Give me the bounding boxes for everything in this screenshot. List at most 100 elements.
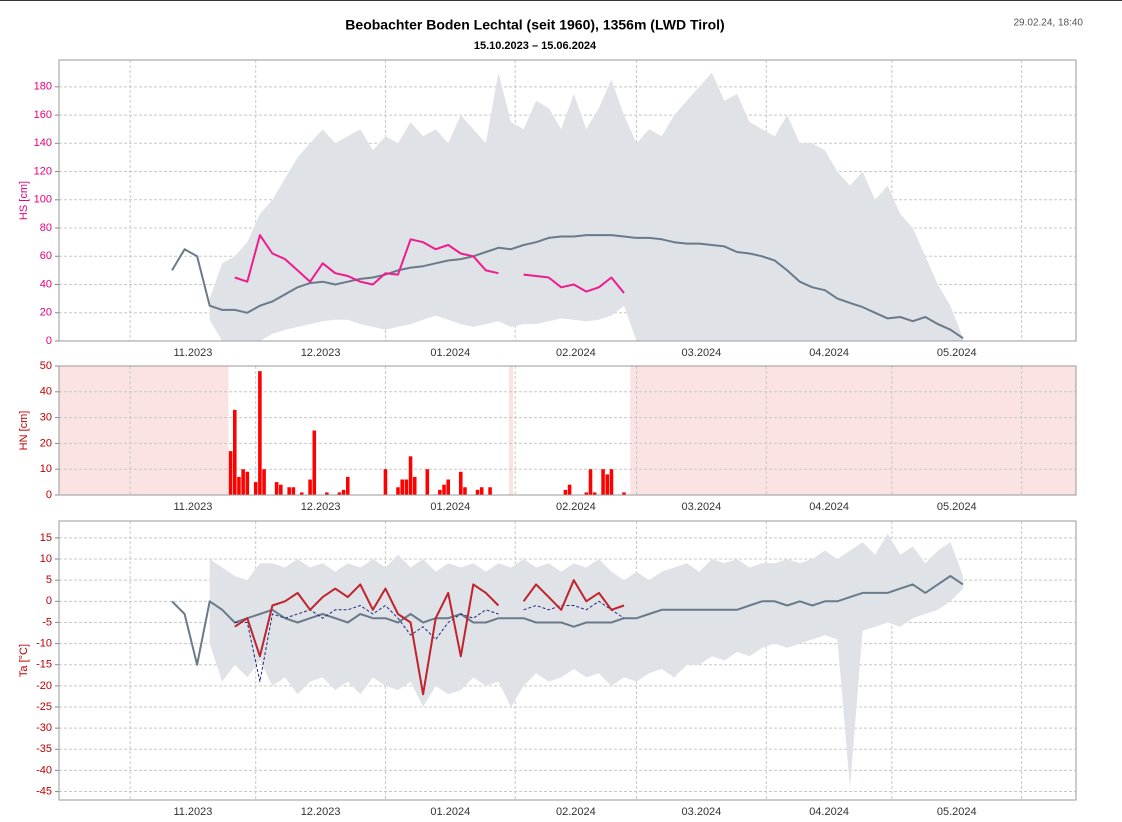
- x-tick-label: 11.2023: [173, 501, 212, 513]
- y-tick-label: 0: [46, 335, 52, 347]
- y-axis-label: Ta [°C]: [18, 644, 30, 677]
- series-line: [171, 575, 964, 666]
- bar: [605, 474, 610, 495]
- y-tick-label: 80: [40, 222, 52, 234]
- y-tick-label: 20: [40, 437, 52, 449]
- y-tick-label: 60: [40, 250, 52, 262]
- y-tick-label: 20: [40, 307, 52, 319]
- bar: [325, 492, 329, 495]
- x-tick-label: 03.2024: [682, 501, 722, 513]
- y-tick-label: -35: [36, 743, 52, 755]
- y-tick-label: 0: [46, 595, 52, 607]
- y-tick-label: 50: [40, 360, 52, 372]
- bar: [412, 476, 417, 495]
- bar: [584, 492, 589, 495]
- x-tick-label: 03.2024: [682, 806, 722, 818]
- x-tick-label: 12.2023: [301, 501, 341, 513]
- x-tick-label: 05.2024: [937, 501, 977, 513]
- no-data-shade: [508, 366, 514, 495]
- y-tick-label: 40: [40, 278, 52, 290]
- bar: [588, 469, 593, 495]
- x-tick-label: 02.2024: [556, 347, 596, 359]
- series-line: [234, 234, 625, 294]
- y-tick-label: 15: [40, 532, 52, 544]
- bar: [241, 469, 245, 495]
- x-tick-label: 04.2024: [809, 806, 849, 818]
- x-tick-label: 01.2024: [430, 501, 470, 513]
- bar: [245, 471, 250, 495]
- y-tick-label: -20: [36, 680, 52, 692]
- y-tick-label: 40: [40, 386, 52, 398]
- bar: [262, 469, 266, 495]
- plot-frame: [58, 520, 1077, 801]
- x-tick-label: 11.2023: [173, 806, 212, 818]
- x-tick-label: 03.2024: [682, 347, 722, 359]
- bar: [383, 469, 388, 495]
- bar: [287, 487, 291, 495]
- y-tick-label: -10: [36, 637, 52, 649]
- y-tick-label: 10: [40, 553, 52, 565]
- y-tick-label: 100: [34, 194, 52, 206]
- bar: [601, 469, 605, 495]
- series-line: [171, 234, 964, 340]
- bar: [609, 469, 614, 495]
- bar: [463, 487, 467, 495]
- bar: [341, 489, 346, 495]
- bar: [488, 487, 492, 495]
- x-tick-label: 05.2024: [937, 347, 977, 359]
- y-tick-label: 120: [34, 165, 52, 177]
- bar: [442, 484, 446, 495]
- range-band: [209, 533, 963, 788]
- bar: [312, 430, 317, 495]
- x-tick-label: 05.2024: [937, 806, 977, 818]
- plot-frame: [58, 365, 1077, 496]
- bar: [438, 489, 442, 495]
- x-tick-label: 02.2024: [556, 501, 596, 513]
- x-tick-label: 11.2023: [173, 347, 212, 359]
- bar: [458, 471, 463, 495]
- bar: [237, 476, 241, 495]
- y-tick-label: -30: [36, 722, 52, 734]
- x-tick-label: 04.2024: [809, 347, 849, 359]
- bar: [228, 451, 233, 495]
- bar: [400, 479, 404, 495]
- bar: [425, 469, 430, 495]
- bar: [592, 492, 597, 495]
- y-tick-label: -15: [36, 659, 52, 671]
- x-tick-label: 01.2024: [430, 347, 470, 359]
- y-tick-label: -25: [36, 701, 52, 713]
- plot-frame: [58, 59, 1077, 342]
- x-tick-label: 04.2024: [809, 501, 849, 513]
- bar: [408, 456, 413, 495]
- bar: [279, 484, 283, 495]
- y-tick-label: 30: [40, 412, 52, 424]
- bar: [622, 492, 626, 495]
- series-line: [234, 600, 625, 683]
- series-line: [234, 579, 625, 696]
- x-tick-label: 12.2023: [301, 347, 341, 359]
- chart-subtitle: 15.10.2023 – 15.06.2024: [474, 40, 597, 52]
- x-tick-label: 12.2023: [301, 806, 341, 818]
- y-tick-label: 5: [46, 574, 52, 586]
- timestamp: 29.02.24, 18:40: [1013, 18, 1083, 29]
- bar: [563, 489, 568, 495]
- bar: [567, 484, 572, 495]
- bar: [308, 479, 312, 495]
- y-tick-label: -40: [36, 764, 52, 776]
- bar: [299, 492, 304, 495]
- bar: [274, 482, 279, 495]
- bar: [337, 492, 342, 495]
- bar: [345, 476, 350, 495]
- no-data-shade: [630, 366, 1076, 495]
- x-tick-label: 02.2024: [556, 806, 596, 818]
- chart-title: Beobachter Boden Lechtal (seit 1960), 13…: [345, 17, 724, 33]
- bar: [475, 489, 480, 495]
- bar: [479, 487, 484, 495]
- bar: [258, 371, 262, 495]
- y-tick-label: 160: [34, 109, 52, 121]
- y-tick-label: -45: [36, 785, 52, 797]
- bar: [253, 482, 258, 495]
- no-data-shade: [59, 366, 229, 495]
- bar: [446, 479, 451, 495]
